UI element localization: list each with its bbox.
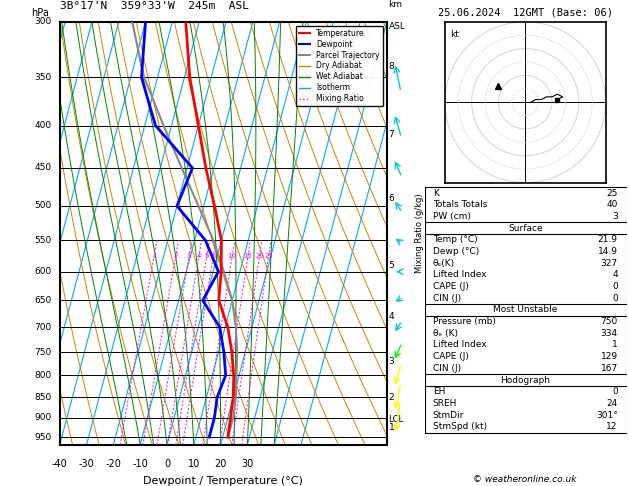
Text: 14.9: 14.9	[598, 247, 618, 256]
Text: 2: 2	[174, 253, 178, 259]
Text: 700: 700	[35, 323, 52, 331]
Text: 6: 6	[389, 194, 394, 203]
Text: 7: 7	[389, 130, 394, 139]
Text: 750: 750	[35, 347, 52, 357]
Text: 10: 10	[187, 459, 200, 469]
Text: 350: 350	[35, 73, 52, 82]
Text: -40: -40	[52, 459, 68, 469]
Text: Surface: Surface	[508, 224, 543, 233]
Text: PW (cm): PW (cm)	[433, 212, 470, 221]
Text: 4: 4	[612, 270, 618, 279]
Text: K: K	[433, 189, 438, 198]
Text: CAPE (J): CAPE (J)	[433, 352, 469, 361]
Text: Lifted Index: Lifted Index	[433, 341, 486, 349]
Text: 20: 20	[214, 459, 227, 469]
Text: 21.9: 21.9	[598, 235, 618, 244]
Text: CIN (J): CIN (J)	[433, 364, 461, 373]
Text: 3: 3	[612, 212, 618, 221]
Text: θₑ(K): θₑ(K)	[433, 259, 455, 268]
Text: 550: 550	[35, 236, 52, 245]
Text: 950: 950	[35, 433, 52, 442]
Text: kt: kt	[450, 30, 459, 39]
Text: 0: 0	[612, 387, 618, 396]
Text: 334: 334	[601, 329, 618, 338]
Text: 3B°17'N  359°33'W  245m  ASL: 3B°17'N 359°33'W 245m ASL	[60, 1, 248, 11]
Text: 20: 20	[255, 253, 264, 259]
Text: θₑ (K): θₑ (K)	[433, 329, 458, 338]
Text: 24: 24	[606, 399, 618, 408]
Text: CIN (J): CIN (J)	[433, 294, 461, 303]
Text: Dewpoint / Temperature (°C): Dewpoint / Temperature (°C)	[143, 476, 303, 486]
Text: ASL: ASL	[389, 22, 405, 31]
Text: 5: 5	[204, 253, 209, 259]
Text: 25: 25	[606, 189, 618, 198]
Text: 900: 900	[35, 413, 52, 422]
Text: Dewp (°C): Dewp (°C)	[433, 247, 479, 256]
Text: 800: 800	[35, 371, 52, 380]
Text: 10: 10	[228, 253, 237, 259]
Text: StmDir: StmDir	[433, 411, 464, 419]
Text: 500: 500	[35, 201, 52, 210]
Text: 600: 600	[35, 267, 52, 276]
Text: 6: 6	[211, 253, 216, 259]
Text: -10: -10	[132, 459, 148, 469]
Text: 3: 3	[389, 357, 394, 366]
Text: hPa: hPa	[31, 8, 49, 17]
Text: 4: 4	[389, 312, 394, 321]
Text: SREH: SREH	[433, 399, 457, 408]
Text: 40: 40	[606, 200, 618, 209]
Text: 4: 4	[197, 253, 201, 259]
Text: -30: -30	[79, 459, 94, 469]
Text: © weatheronline.co.uk: © weatheronline.co.uk	[474, 474, 577, 484]
Text: 2: 2	[389, 393, 394, 401]
Text: 0: 0	[164, 459, 170, 469]
Text: 1: 1	[152, 253, 157, 259]
Text: 8: 8	[389, 63, 394, 71]
Legend: Temperature, Dewpoint, Parcel Trajectory, Dry Adiabat, Wet Adiabat, Isotherm, Mi: Temperature, Dewpoint, Parcel Trajectory…	[296, 26, 383, 106]
Text: 25.06.2024  12GMT (Base: 06): 25.06.2024 12GMT (Base: 06)	[438, 7, 613, 17]
Text: km: km	[389, 0, 403, 9]
Text: 650: 650	[35, 296, 52, 305]
Text: 301°: 301°	[596, 411, 618, 419]
Text: EH: EH	[433, 387, 445, 396]
Text: 15: 15	[243, 253, 252, 259]
Text: 750: 750	[601, 317, 618, 326]
Text: 850: 850	[35, 393, 52, 401]
Text: Totals Totals: Totals Totals	[433, 200, 487, 209]
Text: 25: 25	[264, 253, 273, 259]
Text: LCL: LCL	[389, 415, 404, 424]
Text: 1: 1	[612, 341, 618, 349]
Text: Lifted Index: Lifted Index	[433, 270, 486, 279]
Text: 0: 0	[612, 294, 618, 303]
Text: 1: 1	[389, 423, 394, 432]
Text: Mixing Ratio (g/kg): Mixing Ratio (g/kg)	[415, 193, 424, 273]
Text: 3: 3	[187, 253, 191, 259]
Text: 167: 167	[601, 364, 618, 373]
Text: 5: 5	[389, 261, 394, 270]
Text: CAPE (J): CAPE (J)	[433, 282, 469, 291]
Text: Temp (°C): Temp (°C)	[433, 235, 477, 244]
Text: Pressure (mb): Pressure (mb)	[433, 317, 496, 326]
Text: 30: 30	[242, 459, 253, 469]
Text: 327: 327	[601, 259, 618, 268]
Text: 400: 400	[35, 121, 52, 130]
Text: 450: 450	[35, 163, 52, 173]
Text: Most Unstable: Most Unstable	[493, 306, 557, 314]
Text: 0: 0	[612, 282, 618, 291]
Text: 300: 300	[35, 17, 52, 26]
Text: -20: -20	[106, 459, 121, 469]
Text: Hodograph: Hodograph	[500, 376, 550, 384]
Text: 129: 129	[601, 352, 618, 361]
Text: StmSpd (kt): StmSpd (kt)	[433, 422, 487, 431]
Text: 12: 12	[606, 422, 618, 431]
